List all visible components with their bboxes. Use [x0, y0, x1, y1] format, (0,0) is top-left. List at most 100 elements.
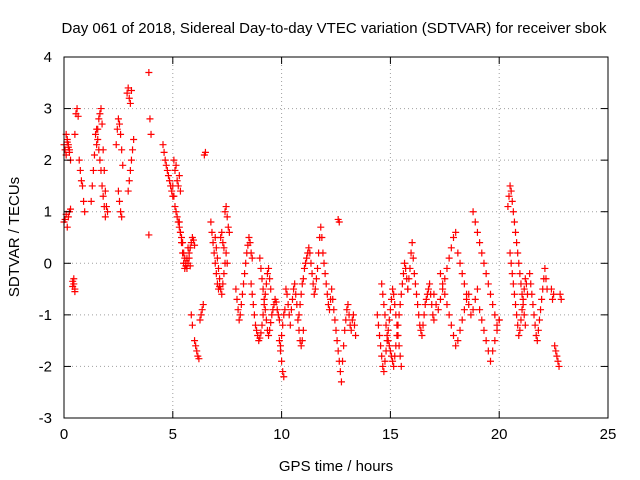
- data-point: [298, 337, 306, 345]
- data-point: [516, 326, 524, 334]
- data-point: [257, 264, 265, 272]
- data-point: [279, 321, 287, 329]
- data-point: [377, 342, 385, 350]
- data-point: [93, 141, 101, 149]
- data-point: [508, 270, 516, 278]
- data-point: [248, 290, 256, 298]
- data-point: [287, 306, 295, 314]
- data-point: [493, 326, 501, 334]
- data-point: [297, 290, 305, 298]
- data-point: [285, 311, 293, 319]
- data-point: [246, 239, 254, 247]
- data-point: [273, 306, 281, 314]
- data-point: [311, 285, 319, 293]
- data-point: [538, 295, 546, 303]
- data-point: [299, 326, 307, 334]
- data-point: [233, 295, 241, 303]
- x-tick-label: 10: [273, 426, 290, 443]
- data-point: [267, 319, 275, 327]
- data-point: [380, 301, 388, 309]
- data-point: [380, 368, 388, 376]
- grid-lines: [64, 57, 608, 418]
- data-point: [161, 156, 169, 164]
- data-point: [469, 208, 477, 216]
- data-point: [145, 231, 153, 239]
- data-point: [386, 306, 394, 314]
- data-point: [218, 290, 226, 298]
- data-point: [64, 213, 72, 221]
- data-point: [401, 259, 409, 267]
- data-point: [224, 223, 232, 231]
- data-point: [542, 275, 550, 283]
- data-point: [329, 295, 337, 303]
- data-point: [447, 321, 455, 329]
- data-point: [526, 270, 534, 278]
- data-point: [418, 331, 426, 339]
- data-point: [516, 270, 524, 278]
- data-point: [297, 342, 305, 350]
- data-point: [426, 280, 434, 288]
- data-point: [386, 347, 394, 355]
- data-point: [495, 316, 503, 324]
- data-point: [347, 326, 355, 334]
- data-point: [309, 280, 317, 288]
- data-point: [551, 342, 559, 350]
- data-point: [115, 120, 123, 128]
- data-point: [191, 241, 199, 249]
- data-point: [443, 301, 451, 309]
- data-point: [397, 290, 405, 298]
- data-point: [248, 254, 256, 262]
- data-point: [443, 264, 451, 272]
- data-point: [460, 280, 468, 288]
- data-point: [411, 280, 419, 288]
- data-point: [188, 321, 196, 329]
- data-point: [352, 331, 360, 339]
- data-point: [514, 321, 522, 329]
- data-point: [406, 264, 414, 272]
- data-point: [159, 141, 167, 149]
- data-point: [469, 306, 477, 314]
- data-point: [183, 254, 191, 262]
- data-point: [397, 362, 405, 370]
- data-point: [80, 197, 88, 205]
- data-point: [533, 337, 541, 345]
- data-point: [189, 236, 197, 244]
- data-point: [87, 197, 95, 205]
- data-points: [60, 68, 565, 386]
- data-point: [510, 290, 518, 298]
- data-point: [510, 218, 518, 226]
- data-point: [98, 182, 106, 190]
- data-point: [552, 347, 560, 355]
- data-point: [512, 228, 520, 236]
- data-point: [454, 337, 462, 345]
- data-point: [210, 249, 218, 257]
- data-point: [123, 89, 131, 97]
- data-point: [336, 368, 344, 376]
- axis-tick-labels: 0 5 10 15 20 25 -3 -2 -1 0 1 2 3 4: [39, 49, 617, 443]
- x-tick-label: 5: [169, 426, 177, 443]
- data-point: [118, 213, 126, 221]
- data-point: [234, 306, 242, 314]
- data-point: [94, 136, 102, 144]
- data-point: [214, 264, 222, 272]
- data-point: [452, 342, 460, 350]
- data-point: [342, 316, 350, 324]
- data-point: [350, 321, 358, 329]
- data-point: [305, 244, 313, 252]
- data-point: [489, 347, 497, 355]
- data-point: [535, 316, 543, 324]
- data-point: [450, 331, 458, 339]
- data-point: [92, 130, 100, 138]
- data-point: [187, 311, 195, 319]
- data-point: [394, 321, 402, 329]
- data-point: [119, 161, 127, 169]
- data-point: [284, 301, 292, 309]
- data-point: [295, 311, 303, 319]
- data-point: [73, 105, 81, 113]
- data-point: [334, 347, 342, 355]
- data-point: [172, 208, 180, 216]
- data-point: [392, 342, 400, 350]
- data-point: [441, 275, 449, 283]
- data-point: [521, 321, 529, 329]
- data-point: [378, 352, 386, 360]
